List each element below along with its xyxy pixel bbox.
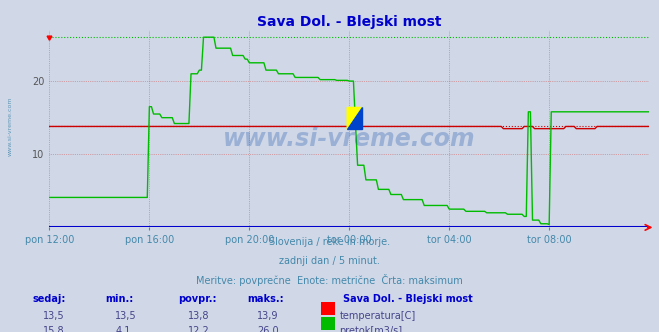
Text: 4,1: 4,1: [115, 326, 130, 332]
Text: 12,2: 12,2: [188, 326, 210, 332]
Text: temperatura[C]: temperatura[C]: [339, 311, 416, 321]
Text: 15,8: 15,8: [43, 326, 65, 332]
Polygon shape: [347, 108, 362, 129]
Text: pretok[m3/s]: pretok[m3/s]: [339, 326, 403, 332]
Text: sedaj:: sedaj:: [33, 294, 67, 304]
Polygon shape: [347, 108, 362, 129]
Text: povpr.:: povpr.:: [178, 294, 216, 304]
Text: Slovenija / reke in morje.: Slovenija / reke in morje.: [269, 237, 390, 247]
Text: 13,5: 13,5: [115, 311, 137, 321]
Text: 13,9: 13,9: [257, 311, 279, 321]
Text: www.si-vreme.com: www.si-vreme.com: [223, 126, 476, 150]
Text: Sava Dol. - Blejski most: Sava Dol. - Blejski most: [343, 294, 473, 304]
Text: 13,5: 13,5: [43, 311, 65, 321]
Text: 13,8: 13,8: [188, 311, 210, 321]
Text: www.si-vreme.com: www.si-vreme.com: [8, 96, 13, 156]
Text: zadnji dan / 5 minut.: zadnji dan / 5 minut.: [279, 256, 380, 266]
Text: maks.:: maks.:: [247, 294, 284, 304]
Title: Sava Dol. - Blejski most: Sava Dol. - Blejski most: [257, 15, 442, 29]
Text: 26,0: 26,0: [257, 326, 279, 332]
Text: Meritve: povprečne  Enote: metrične  Črta: maksimum: Meritve: povprečne Enote: metrične Črta:…: [196, 274, 463, 286]
Text: min.:: min.:: [105, 294, 134, 304]
